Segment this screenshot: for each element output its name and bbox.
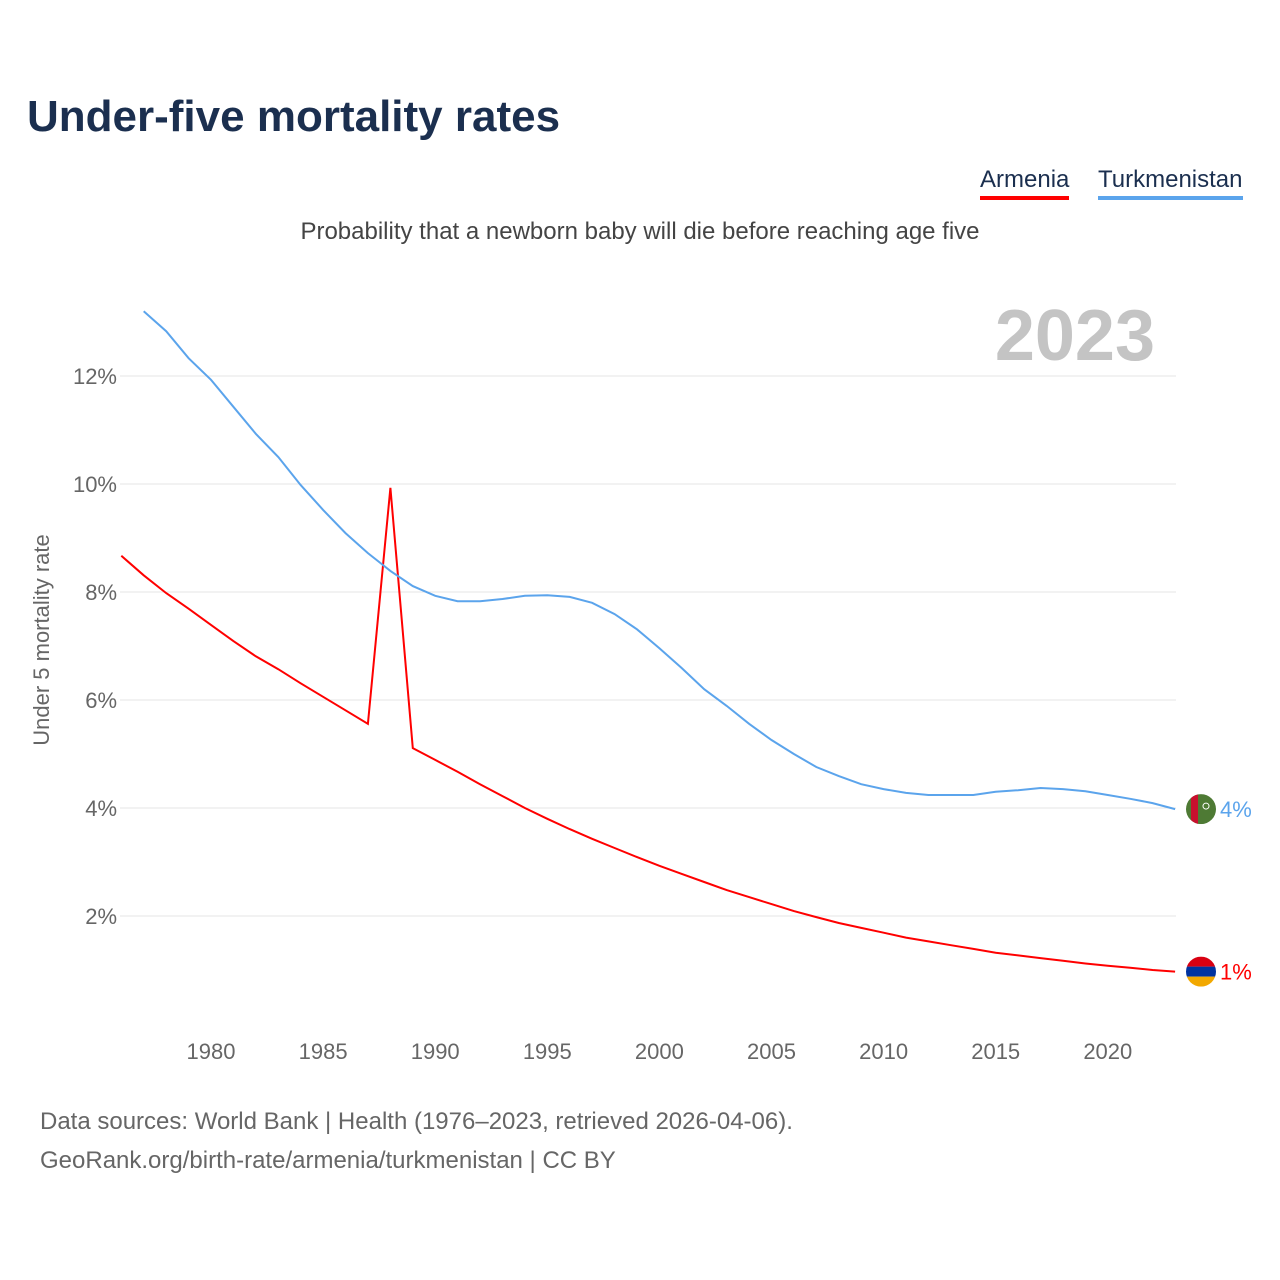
legend-turkmenistan[interactable]: Turkmenistan [1098,166,1243,200]
x-tick-label: 2010 [859,1039,908,1064]
x-tick-label: 1980 [187,1039,236,1064]
series-line-armenia [120,487,1176,973]
x-tick-label: 2020 [1083,1039,1132,1064]
y-tick-label: 4% [85,796,117,821]
flag-stripe [1186,956,1216,967]
y-tick-label: 12% [73,364,117,389]
flag-carpet-stripe [1191,794,1198,825]
chart-subtitle: Probability that a newborn baby will die… [300,218,980,245]
x-tick-label: 2000 [635,1039,684,1064]
end-label-turkmenistan: 4% [1220,797,1252,822]
x-tick-label: 1990 [411,1039,460,1064]
chart-title: Under-five mortality rates [27,92,561,141]
x-tick-label: 1995 [523,1039,572,1064]
flag-stripe [1186,976,1216,987]
x-tick-label: 1985 [299,1039,348,1064]
y-tick-label: 10% [73,472,117,497]
x-tick-label: 2015 [971,1039,1020,1064]
armenia-flag-icon [1186,956,1216,987]
legend-armenia[interactable]: Armenia [980,166,1070,200]
turkmenistan-flag-icon [1186,794,1216,825]
flag-stripe [1186,966,1216,977]
flag-crescent [1202,802,1210,810]
footer-sources: Data sources: World Bank | Health (1976–… [40,1108,793,1135]
y-tick-label: 8% [85,580,117,605]
end-label-armenia: 1% [1220,960,1252,985]
x-tick-label: 2005 [747,1039,796,1064]
footer-link[interactable]: GeoRank.org/birth-rate/armenia/turkmenis… [40,1147,616,1174]
y-tick-label: 2% [85,904,117,929]
year-badge: 2023 [995,296,1155,376]
flag-field [1186,794,1216,825]
y-tick-label: 6% [85,688,117,713]
series-line-turkmenistan [143,310,1176,811]
